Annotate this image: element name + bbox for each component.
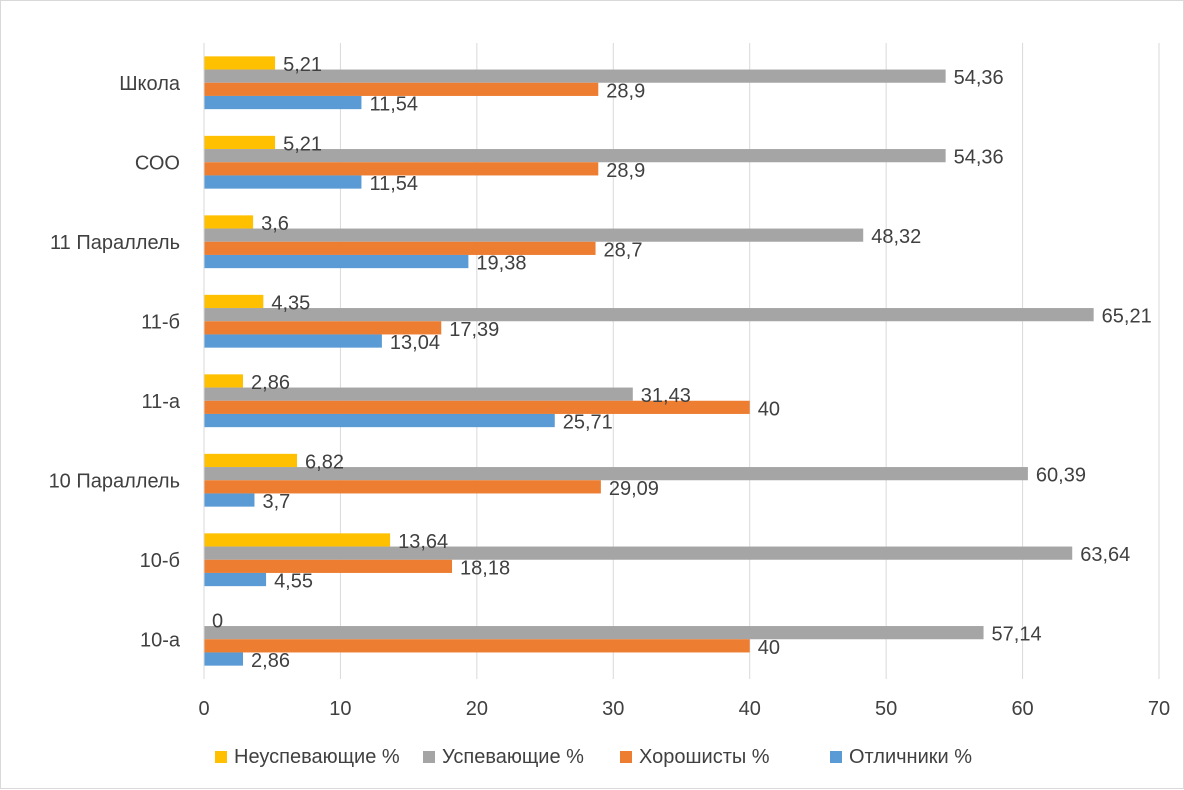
bar	[204, 374, 244, 388]
data-label: 2,86	[251, 650, 290, 672]
data-label: 60,39	[1036, 465, 1086, 487]
data-label: 2,86	[251, 372, 290, 394]
x-tick-label: 60	[1011, 698, 1033, 720]
bar	[204, 626, 984, 640]
bar	[204, 294, 264, 309]
bar	[204, 254, 469, 269]
data-label: 28,9	[606, 80, 645, 102]
data-label: 40	[758, 398, 780, 420]
bar	[204, 175, 362, 189]
data-label: 4,55	[274, 571, 313, 593]
legend-label: Отличники %	[849, 746, 972, 768]
data-label: 31,43	[641, 385, 691, 407]
bar	[204, 135, 276, 150]
x-tick-label: 20	[466, 698, 488, 720]
category-label: Школа	[119, 73, 181, 95]
bar	[204, 162, 599, 176]
category-label: 10 Параллель	[49, 470, 180, 492]
x-tick-label: 50	[875, 698, 897, 720]
data-label: 57,14	[992, 624, 1042, 646]
x-tick-label: 30	[602, 698, 624, 720]
bar	[204, 334, 382, 348]
x-tick-label: 70	[1148, 698, 1170, 720]
data-label: 13,04	[390, 332, 440, 354]
bar	[204, 95, 362, 110]
bar	[204, 56, 276, 70]
data-label: 17,39	[449, 319, 499, 341]
category-label: СОО	[135, 152, 180, 174]
bar	[204, 546, 1073, 560]
bar	[204, 69, 946, 83]
bar	[204, 321, 442, 335]
bar	[204, 559, 453, 573]
data-label: 48,32	[871, 226, 921, 248]
data-label: 3,6	[261, 213, 289, 235]
x-tick-label: 0	[198, 698, 209, 720]
bar	[204, 400, 750, 414]
bar	[204, 215, 254, 229]
bar	[204, 493, 255, 507]
data-label: 5,21	[283, 133, 322, 155]
legend-swatch	[830, 751, 842, 763]
legend-label: Успевающие %	[442, 746, 584, 768]
data-label: 4,35	[271, 292, 310, 314]
bar	[204, 241, 596, 255]
bar	[204, 308, 1094, 322]
legend: Неуспевающие % Успевающие % Хорошисты % Отл…	[215, 746, 972, 768]
x-tick-label: 40	[739, 698, 761, 720]
bar	[204, 533, 391, 547]
legend-label: Хорошисты %	[639, 746, 770, 768]
bar	[204, 480, 601, 494]
data-label: 29,09	[609, 478, 659, 500]
data-label: 3,7	[262, 491, 290, 513]
category-label: 11 Параллель	[50, 232, 180, 254]
data-label: 40	[758, 637, 780, 659]
data-label: 65,21	[1102, 306, 1152, 328]
data-label: 0	[212, 610, 223, 632]
bar	[204, 413, 555, 428]
data-label: 54,36	[954, 67, 1004, 89]
data-label: 6,82	[305, 451, 344, 473]
data-label: 19,38	[476, 253, 526, 275]
legend-label: Неуспевающие %	[234, 746, 400, 768]
bar	[204, 82, 599, 96]
bar	[204, 387, 633, 401]
data-label: 28,9	[606, 160, 645, 182]
bar	[204, 639, 750, 653]
bar	[204, 453, 298, 468]
data-label: 11,54	[369, 173, 418, 195]
data-labels: 5,21 54,36 28,9 11,54 5,21 54,36 28,9 11,54 3,6 4…	[212, 54, 1152, 672]
bar	[204, 149, 946, 163]
bars	[204, 56, 1094, 666]
category-label: 10-б	[140, 550, 180, 572]
gridlines	[339, 43, 1160, 679]
x-tick-label: 10	[329, 698, 351, 720]
bar	[204, 228, 864, 242]
legend-swatch	[215, 751, 227, 763]
data-label: 28,7	[604, 239, 643, 261]
data-label: 25,71	[563, 412, 613, 434]
data-label: 11,54	[369, 94, 418, 116]
data-label: 63,64	[1080, 544, 1130, 566]
data-label: 18,18	[460, 557, 510, 579]
data-label: 5,21	[283, 54, 322, 76]
legend-swatch	[423, 751, 435, 763]
legend-swatch	[620, 751, 632, 763]
bar	[204, 652, 244, 666]
category-label: 11-а	[141, 391, 180, 413]
category-label: 11-б	[141, 311, 180, 333]
bar	[204, 467, 1028, 481]
data-label: 54,36	[954, 147, 1004, 169]
data-label: 13,64	[398, 531, 448, 553]
bar	[204, 572, 267, 587]
axes: 0 10 20 30 40 50 60 70 Школа СОО 11 Параллель 11-б 1…	[49, 43, 1170, 720]
category-label: 10-а	[140, 629, 181, 651]
